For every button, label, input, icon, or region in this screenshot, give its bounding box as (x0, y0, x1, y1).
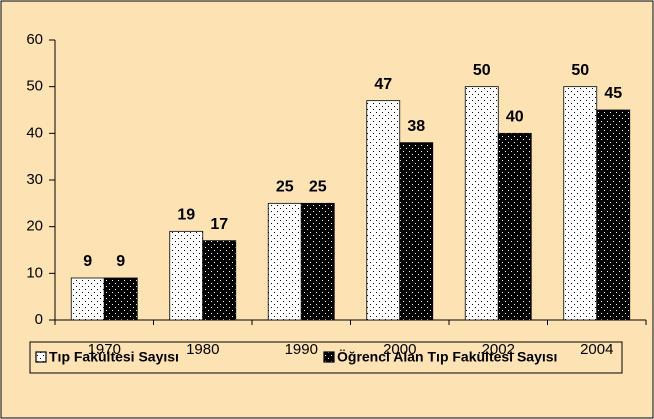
legend-swatch (323, 351, 335, 363)
data-label: 9 (83, 253, 92, 270)
x-tick-label: 1980 (186, 341, 219, 358)
legend-box (29, 341, 623, 374)
data-label: 47 (374, 76, 392, 93)
data-label: 25 (276, 179, 294, 196)
bar (300, 202, 335, 321)
data-label: 50 (571, 62, 589, 79)
data-label: 45 (604, 85, 622, 102)
data-label: 50 (473, 62, 491, 79)
legend-label: Öğrenci Alan Tıp Fakültesi Sayısı (337, 349, 557, 365)
data-label: 25 (309, 179, 327, 196)
data-label: 19 (177, 207, 195, 224)
data-label: 38 (407, 118, 425, 135)
y-tick-label: 20 (26, 218, 43, 235)
bar (464, 86, 499, 321)
y-tick-label: 40 (26, 124, 43, 141)
y-tick-label: 30 (26, 171, 43, 188)
y-tick-label: 0 (35, 311, 43, 328)
x-tick-label: 2000 (383, 341, 416, 358)
data-label: 9 (116, 253, 125, 270)
bar (70, 277, 105, 321)
x-tick-label: 2004 (580, 341, 613, 358)
legend-swatch (35, 351, 47, 363)
data-label: 17 (210, 216, 228, 233)
bar (366, 100, 401, 321)
bar (596, 109, 631, 321)
y-tick-label: 60 (26, 31, 43, 48)
legend-label: Tıp Fakültesi Sayısı (49, 349, 179, 365)
bar (399, 142, 434, 321)
x-tick-label: 1990 (285, 341, 318, 358)
x-tick-label: 1970 (88, 341, 121, 358)
bar (202, 240, 237, 321)
y-tick-label: 50 (26, 78, 43, 95)
y-tick-label: 10 (26, 264, 43, 281)
bar (169, 230, 204, 321)
bar (267, 202, 302, 321)
bar (103, 277, 138, 321)
bar (563, 86, 598, 321)
x-tick-label: 2002 (482, 341, 515, 358)
data-label: 40 (506, 109, 524, 126)
bar (497, 132, 532, 321)
